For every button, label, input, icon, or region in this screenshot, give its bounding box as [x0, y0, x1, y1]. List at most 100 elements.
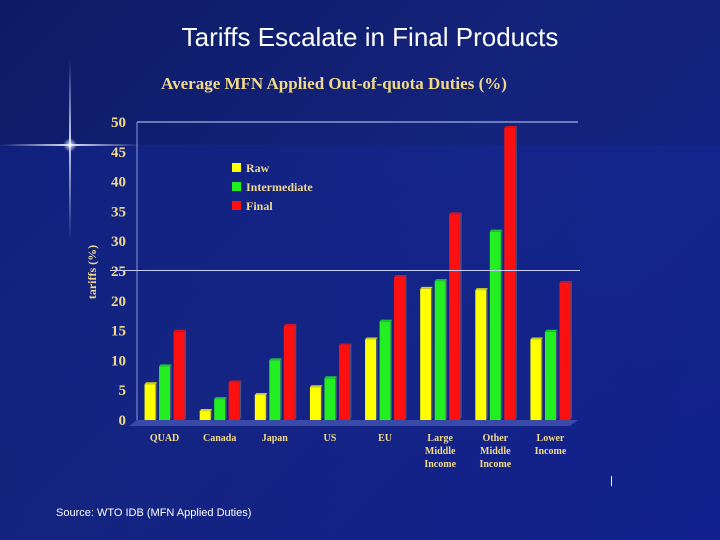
x-tick-label: Lower [537, 433, 565, 444]
bar-side-shade [445, 279, 448, 420]
bar-side-shade [500, 229, 503, 420]
bar-side-shade [320, 385, 323, 420]
bar-side-shade [349, 343, 352, 420]
y-tick-label: 30 [111, 234, 126, 250]
bar-top [559, 280, 572, 283]
bar-top [379, 319, 393, 322]
bar-top [475, 288, 488, 291]
sparkle-core [63, 138, 77, 152]
bar-top [434, 279, 448, 282]
bar [434, 281, 446, 420]
background-band [0, 145, 720, 540]
bar [228, 382, 240, 420]
horizontal-rule [110, 270, 580, 271]
x-tick-label: US [324, 433, 337, 444]
bar [214, 399, 226, 420]
bar-top [228, 380, 242, 383]
legend-label: Final [246, 199, 273, 213]
bar-top [309, 385, 323, 388]
y-tick-label: 10 [111, 353, 126, 369]
source-note: Source: WTO IDB (MFN Applied Duties) [56, 507, 252, 519]
y-axis-label: tariffs (%) [85, 245, 99, 299]
tick-mark [611, 476, 612, 486]
slide-title: Tariffs Escalate in Final Products [181, 22, 559, 52]
bar [199, 411, 211, 420]
bar-side-shade [265, 392, 268, 420]
bar-side-shade [460, 212, 462, 420]
y-tick-label: 45 [111, 145, 126, 161]
x-tick-label: Canada [203, 433, 236, 444]
bar-top [283, 323, 297, 326]
bar-top [394, 274, 407, 277]
bar-side-shade [225, 397, 227, 420]
bar [269, 360, 281, 420]
bar-side-shade [405, 274, 407, 420]
bar-side-shade [555, 329, 558, 420]
x-tick-label: Large [427, 433, 453, 444]
legend-swatch [232, 201, 241, 210]
bar [254, 394, 266, 420]
bar-side-shade [210, 409, 213, 420]
bar-top [324, 376, 337, 379]
x-tick-label: Income [535, 446, 567, 457]
bar [324, 378, 336, 420]
bar [420, 288, 432, 420]
bar-top [504, 125, 517, 128]
bar-top [365, 337, 378, 340]
y-tick-label: 50 [111, 115, 126, 131]
y-tick-label: 40 [111, 175, 126, 191]
bar-top [338, 343, 352, 346]
bar [365, 339, 377, 420]
y-tick-label: 20 [111, 294, 126, 310]
bar-top [159, 364, 172, 367]
bar [173, 331, 185, 420]
bar [544, 331, 556, 420]
bar [475, 290, 487, 420]
bar-side-shade [280, 358, 282, 420]
bar [144, 384, 156, 420]
bar [394, 276, 406, 420]
legend-swatch [232, 182, 241, 191]
bar-top [254, 392, 268, 395]
bar-top [214, 397, 227, 400]
bar-side-shade [515, 125, 517, 421]
y-tick-label: 0 [119, 413, 127, 429]
x-tick-label: Other [483, 433, 509, 444]
bar-side-shade [570, 280, 572, 420]
bar-top [269, 358, 282, 361]
bar-top [173, 329, 187, 332]
bar [309, 387, 321, 420]
bar [559, 282, 571, 420]
bar [159, 366, 171, 420]
bar-top [449, 212, 462, 215]
x-tick-label: Income [424, 459, 456, 470]
chart-title: Average MFN Applied Out-of-quota Duties … [161, 74, 507, 93]
y-tick-label: 35 [111, 204, 126, 220]
bar-side-shade [239, 380, 242, 420]
bar [379, 321, 391, 420]
bar-side-shade [431, 286, 433, 420]
legend-label: Intermediate [246, 180, 313, 194]
legend-label: Raw [246, 161, 270, 175]
x-tick-label: Income [479, 459, 511, 470]
y-tick-label: 25 [111, 264, 126, 280]
y-tick-label: 5 [119, 383, 127, 399]
bar-top [530, 337, 543, 340]
x-tick-label: Middle [480, 446, 511, 457]
x-tick-label: EU [378, 433, 392, 444]
bar-side-shade [170, 364, 172, 420]
bar-top [420, 286, 433, 289]
x-tick-label: Japan [262, 433, 289, 444]
bar-side-shade [294, 323, 297, 420]
bar [449, 214, 461, 420]
bar-top [489, 229, 503, 232]
bar-side-shade [541, 337, 543, 420]
bar-top [199, 409, 213, 412]
bar [489, 231, 501, 420]
bar-side-shade [155, 382, 158, 420]
x-tick-label: Middle [425, 446, 456, 457]
y-tick-label: 15 [111, 324, 126, 340]
bar-side-shade [486, 288, 488, 420]
bar-top [544, 329, 558, 332]
